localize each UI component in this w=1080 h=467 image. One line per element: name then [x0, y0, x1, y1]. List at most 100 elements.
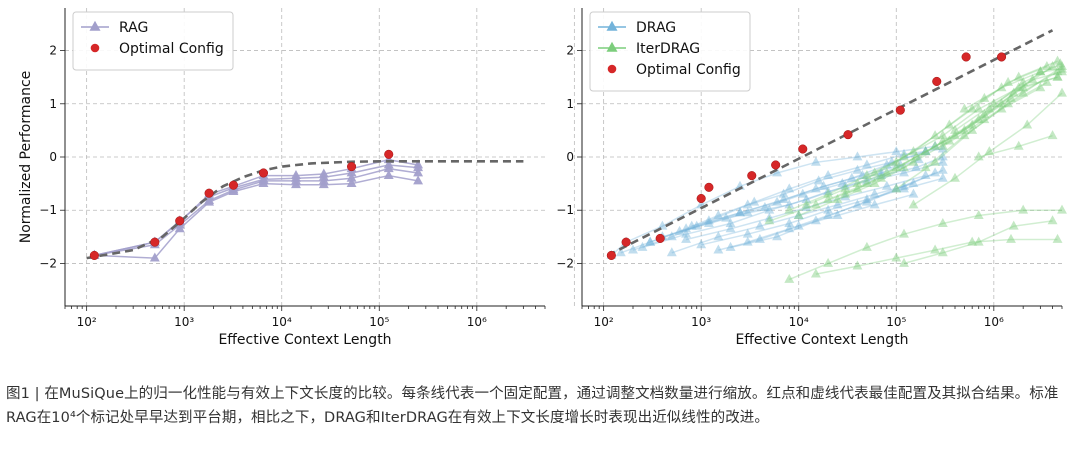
series-line: [913, 92, 1063, 206]
data-point: [832, 193, 843, 203]
data-point: [950, 130, 960, 140]
optimal-point: [655, 233, 665, 243]
data-point: [937, 172, 948, 182]
y-tick-label: −1: [39, 203, 57, 217]
data-point: [996, 103, 1007, 113]
fit-line: [607, 29, 1054, 257]
data-point: [823, 186, 834, 196]
y-ticks: −2 −1 0 1 2: [556, 44, 582, 270]
data-point: [988, 98, 999, 108]
data-point: [1018, 82, 1029, 92]
legend-marker-iterdrag: [606, 41, 618, 52]
series-line: [701, 177, 943, 246]
x-ticks: 10² 10³ 10⁴ 10⁵ 10⁶: [581, 306, 1063, 329]
data-point: [1027, 74, 1038, 84]
data-point: [784, 199, 795, 209]
data-point: [784, 273, 795, 283]
data-point: [1035, 66, 1046, 76]
series-line: [632, 150, 926, 251]
series-line: [789, 76, 1058, 211]
x-tick-label: 10⁶: [984, 315, 1004, 329]
data-point: [937, 247, 948, 257]
data-point: [861, 159, 872, 169]
data-point: [840, 191, 851, 201]
data-point: [837, 178, 848, 188]
optimal-point: [89, 250, 99, 260]
data-point: [891, 162, 902, 172]
legend-marker-rag: [89, 20, 101, 31]
data-point: [778, 193, 789, 203]
data-point: [735, 207, 745, 217]
series-rag: [89, 154, 424, 262]
legend-label: RAG: [119, 20, 148, 36]
data-point: [891, 183, 902, 193]
data-point: [950, 124, 960, 134]
data-point: [920, 162, 931, 172]
optimal-point: [696, 193, 706, 204]
data-point: [930, 156, 941, 166]
data-point: [1057, 66, 1067, 76]
data-point: [973, 209, 984, 219]
data-point: [979, 92, 990, 102]
y-tick-label: 0: [566, 150, 574, 164]
data-point: [944, 135, 955, 145]
data-point: [666, 231, 677, 241]
y-tick-label: −2: [556, 256, 574, 270]
data-point: [937, 143, 948, 153]
data-point: [861, 170, 872, 180]
data-point: [681, 228, 692, 238]
data-point: [703, 215, 714, 225]
data-point: [1018, 76, 1029, 86]
data-point: [973, 236, 984, 246]
data-point: [950, 172, 960, 182]
data-point: [801, 201, 812, 211]
series-line: [827, 65, 1053, 201]
y-tick-label: 2: [566, 44, 574, 58]
data-point: [891, 146, 902, 156]
series-line: [857, 65, 1048, 185]
data-point: [725, 217, 736, 227]
data-point: [764, 212, 775, 222]
data-point: [721, 212, 732, 222]
data-point: [784, 217, 795, 227]
legend-label: IterDRAG: [636, 41, 700, 57]
series-line: [718, 193, 914, 251]
optimal-point: [150, 237, 160, 247]
data-point: [764, 215, 775, 225]
data-point: [984, 146, 995, 156]
data-point: [857, 170, 868, 180]
data-point: [840, 183, 851, 193]
data-point: [1057, 60, 1067, 70]
legend: RAG Optimal Config: [72, 11, 234, 71]
data-point: [823, 188, 834, 198]
series-iterdrag: [764, 55, 1067, 283]
data-point: [937, 164, 948, 174]
legend-marker-optimal: [90, 43, 100, 53]
data-point: [810, 268, 821, 278]
data-point: [823, 193, 834, 203]
series-line: [747, 169, 944, 243]
x-tick-label: 10³: [691, 315, 711, 329]
data-point: [869, 167, 880, 177]
legend-box: [72, 11, 234, 71]
data-point: [832, 199, 843, 209]
series-line: [964, 68, 1063, 110]
data-point: [810, 199, 821, 209]
series-line: [942, 65, 1063, 148]
y-tick-label: −2: [39, 256, 57, 270]
data-point: [735, 207, 745, 217]
data-point: [886, 156, 897, 166]
series-line: [679, 158, 920, 233]
data-point: [1013, 140, 1024, 150]
data-point: [891, 183, 902, 193]
data-point: [899, 167, 909, 177]
data-point: [996, 98, 1007, 108]
figure: 10² 10³ 10⁴ 10⁵ 10⁶ −2 −1 0 1 2 Effective Context …: [18, 8, 1067, 348]
data-point: [967, 103, 978, 113]
data-point: [1047, 60, 1058, 70]
data-point: [1018, 87, 1029, 97]
series-line: [874, 60, 1058, 174]
data-point: [899, 228, 909, 238]
data-point: [832, 209, 843, 219]
optimal-point: [621, 237, 631, 247]
